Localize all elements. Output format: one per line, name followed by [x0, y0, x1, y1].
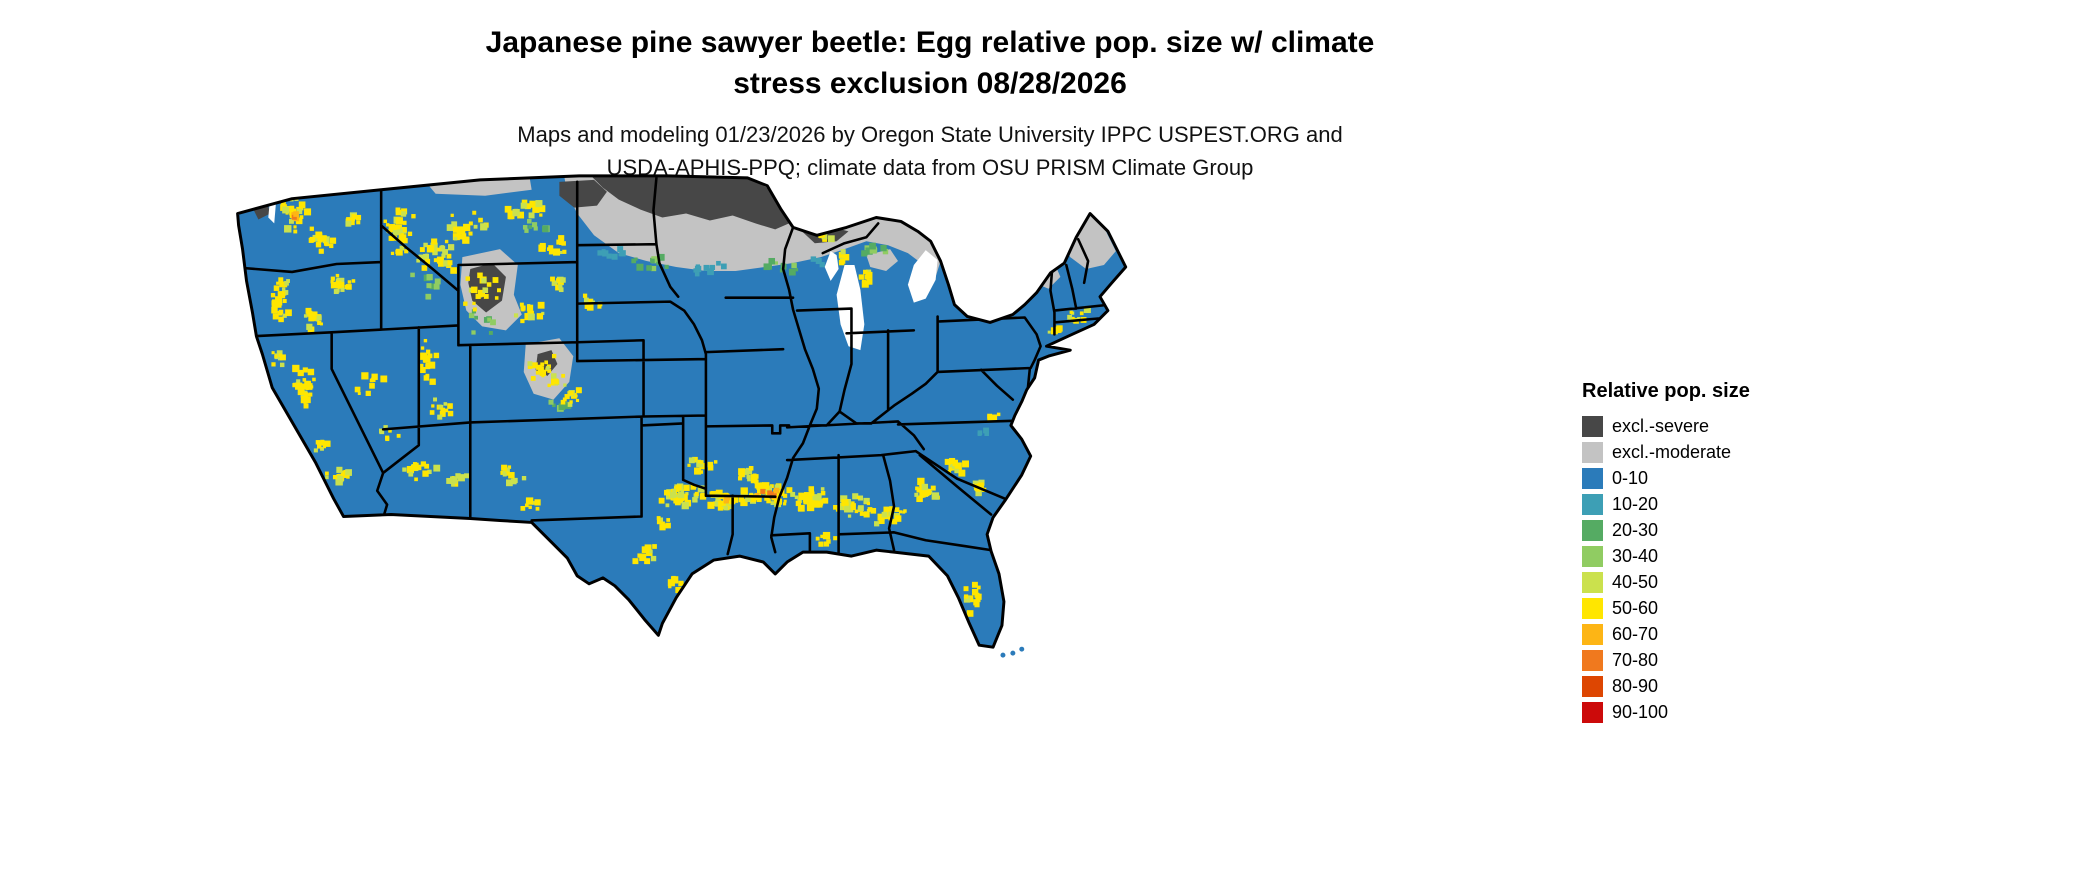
- legend-swatch: [1582, 493, 1603, 515]
- legend-label: 20-30: [1612, 519, 1659, 540]
- legend-row: 0-10: [1582, 465, 1750, 491]
- legend-label: 30-40: [1612, 545, 1659, 566]
- raster-20-40: [410, 218, 889, 412]
- legend-swatch: [1582, 701, 1603, 723]
- state-borders: [241, 176, 1112, 556]
- legend-swatch: [1582, 467, 1603, 489]
- us-outline: [236, 174, 1128, 649]
- legend-swatch: [1582, 519, 1603, 541]
- legend-swatch: [1582, 675, 1603, 697]
- us-choropleth-map: [236, 174, 1128, 658]
- title-line-1: Japanese pine sawyer beetle: Egg relativ…: [485, 26, 1375, 59]
- legend-row: 80-90: [1582, 673, 1750, 699]
- page-title: Japanese pine sawyer beetle: Egg relativ…: [130, 22, 1730, 104]
- legend-label: 60-70: [1612, 623, 1659, 644]
- legend-row: excl.-severe: [1582, 413, 1750, 439]
- legend-swatch: [1582, 649, 1603, 671]
- legend-rows: excl.-severe excl.-moderate 0-10 10-20 20-30…: [1582, 413, 1750, 725]
- subtitle-line-1: Maps and modeling 01/23/2026 by Oregon S…: [517, 122, 1343, 147]
- legend-swatch: [1582, 415, 1603, 437]
- figure-subtitle: Maps and modeling 01/23/2026 by Oregon S…: [130, 118, 1730, 184]
- legend-swatch: [1582, 623, 1603, 645]
- legend: Relative pop. size excl.-severe excl.-mod…: [1582, 380, 1750, 725]
- florida-keys: [1000, 646, 1025, 658]
- legend-row: 90-100: [1582, 699, 1750, 725]
- legend-row: excl.-moderate: [1582, 439, 1750, 465]
- title-line-2: stress exclusion 08/28/2026: [733, 67, 1127, 100]
- legend-label: 40-50: [1612, 571, 1659, 592]
- legend-label: 50-60: [1612, 597, 1659, 618]
- legend-label: excl.-severe: [1612, 415, 1710, 436]
- legend-row: 70-80: [1582, 647, 1750, 673]
- legend-row: 60-70: [1582, 621, 1750, 647]
- legend-row: 10-20: [1582, 491, 1750, 517]
- legend-swatch: [1582, 545, 1603, 567]
- legend-swatch: [1582, 441, 1603, 463]
- legend-row: 50-60: [1582, 595, 1750, 621]
- raster-40-60: [270, 196, 1091, 617]
- legend-row: 30-40: [1582, 543, 1750, 569]
- legend-label: excl.-moderate: [1612, 441, 1732, 462]
- legend-swatch: [1582, 597, 1603, 619]
- legend-label: 80-90: [1612, 675, 1659, 696]
- legend-row: 40-50: [1582, 569, 1750, 595]
- legend-swatch: [1582, 571, 1603, 593]
- legend-title: Relative pop. size: [1582, 380, 1750, 402]
- legend-label: 90-100: [1612, 701, 1669, 722]
- legend-label: 70-80: [1612, 649, 1659, 670]
- legend-row: 20-30: [1582, 517, 1750, 543]
- legend-label: 10-20: [1612, 493, 1659, 514]
- legend-label: 0-10: [1612, 467, 1649, 488]
